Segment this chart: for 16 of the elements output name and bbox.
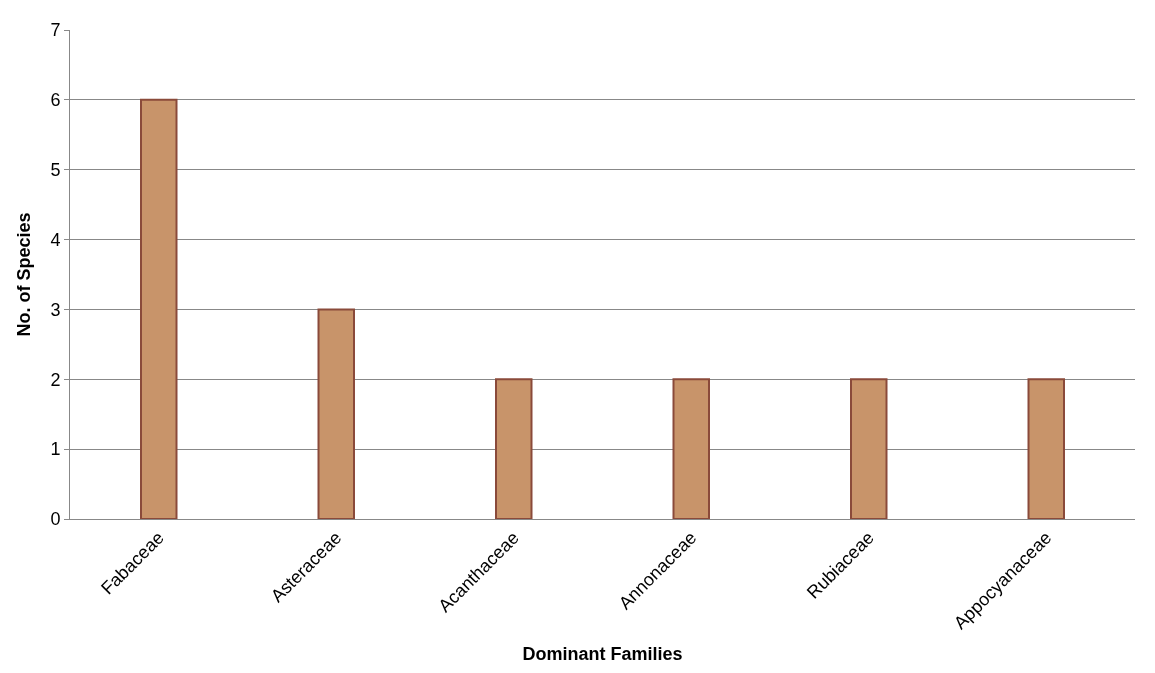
y-tick-label: 1: [50, 439, 61, 460]
y-tick-label: 6: [50, 90, 61, 111]
bar: [672, 378, 710, 519]
bar: [1027, 378, 1065, 519]
y-tick-label: 4: [50, 229, 61, 250]
y-axis-title: No. of Species: [13, 212, 34, 337]
y-tick-label: 0: [50, 509, 61, 530]
y-tick-label: 3: [50, 299, 61, 320]
y-tick-label: 2: [50, 369, 61, 390]
bar: [317, 308, 355, 519]
bar: [495, 378, 533, 519]
bar: [140, 98, 178, 519]
y-tick-label: 5: [50, 160, 61, 181]
x-axis-title: Dominant Families: [522, 644, 683, 665]
bar: [850, 378, 888, 519]
y-tick-label: 7: [50, 20, 61, 41]
